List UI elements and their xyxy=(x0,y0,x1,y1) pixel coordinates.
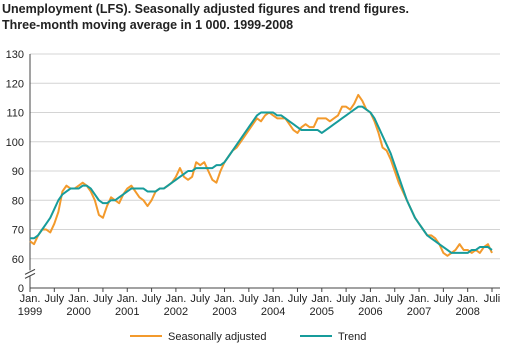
x-tick-label: July xyxy=(336,293,356,305)
x-tick-label: July xyxy=(385,293,405,305)
x-tick-label: Jan. 2004 xyxy=(261,293,285,318)
x-tick-year: 2007 xyxy=(407,306,431,318)
x-tick-year: 2004 xyxy=(261,306,285,318)
x-tick-label: Jan. 2001 xyxy=(115,293,139,318)
x-tick-year: 2000 xyxy=(66,306,90,318)
y-tick-label: 100 xyxy=(6,137,24,149)
x-tick-label: Juli xyxy=(484,293,501,305)
axis-break xyxy=(24,268,36,275)
x-tick-year: 2005 xyxy=(310,306,334,318)
x-tick-year: 2002 xyxy=(164,306,188,318)
y-tick-label: 130 xyxy=(6,49,24,61)
x-tick-year: 2006 xyxy=(358,306,382,318)
x-tick-month: Jan. xyxy=(20,293,41,305)
series-line xyxy=(29,93,493,257)
x-tick-label: Jan. 1999 xyxy=(18,293,42,318)
legend-label: Seasonally adjusted xyxy=(168,331,266,343)
x-tick-year: 2001 xyxy=(115,306,139,318)
y-tick-label: 80 xyxy=(12,195,24,207)
axis-break xyxy=(24,272,36,279)
x-tick-label: July xyxy=(190,293,210,305)
x-tick-label: Jan. 2003 xyxy=(212,293,236,318)
x-tick-month: Jan. xyxy=(117,293,138,305)
axis-break-gap xyxy=(26,270,34,277)
x-tick-label: Jan. 2007 xyxy=(407,293,431,318)
x-tick-label: July xyxy=(142,293,162,305)
x-tick-label: July xyxy=(434,293,454,305)
y-tick-label: 90 xyxy=(12,166,24,178)
legend-label: Trend xyxy=(338,331,366,343)
x-tick-label: July xyxy=(288,293,308,305)
x-tick-label: Jan. 2008 xyxy=(455,293,479,318)
x-tick-label: July xyxy=(93,293,113,305)
x-tick-year: 1999 xyxy=(18,306,42,318)
x-tick-month: Jan. xyxy=(360,293,381,305)
x-tick-year: 2003 xyxy=(212,306,236,318)
y-tick-label: 60 xyxy=(12,254,24,266)
chart-title: Unemployment (LFS). Seasonally adjusted … xyxy=(2,2,409,16)
x-tick-label: July xyxy=(239,293,259,305)
y-tick-label: 70 xyxy=(12,225,24,237)
x-tick-month: Jan. xyxy=(409,293,430,305)
x-tick-year: 2008 xyxy=(455,306,479,318)
y-tick-label: 110 xyxy=(6,108,24,120)
x-tick-month: Jan. xyxy=(457,293,478,305)
x-tick-month: Jan. xyxy=(263,293,284,305)
x-tick-label: July xyxy=(45,293,65,305)
x-tick-month: Jan. xyxy=(311,293,332,305)
y-tick-label: 0 xyxy=(18,283,24,295)
x-tick-month: Jan. xyxy=(68,293,89,305)
series-line xyxy=(30,105,493,254)
x-tick-label: Jan. 2005 xyxy=(310,293,334,318)
chart-subtitle: Three-month moving average in 1 000. 199… xyxy=(2,18,293,32)
x-tick-label: Jan. 2000 xyxy=(66,293,90,318)
x-tick-label: Jan. 2006 xyxy=(358,293,382,318)
x-tick-label: Jan. 2002 xyxy=(164,293,188,318)
x-tick-month: Jan. xyxy=(165,293,186,305)
y-tick-label: 120 xyxy=(6,78,24,90)
x-tick-month: Jan. xyxy=(214,293,235,305)
